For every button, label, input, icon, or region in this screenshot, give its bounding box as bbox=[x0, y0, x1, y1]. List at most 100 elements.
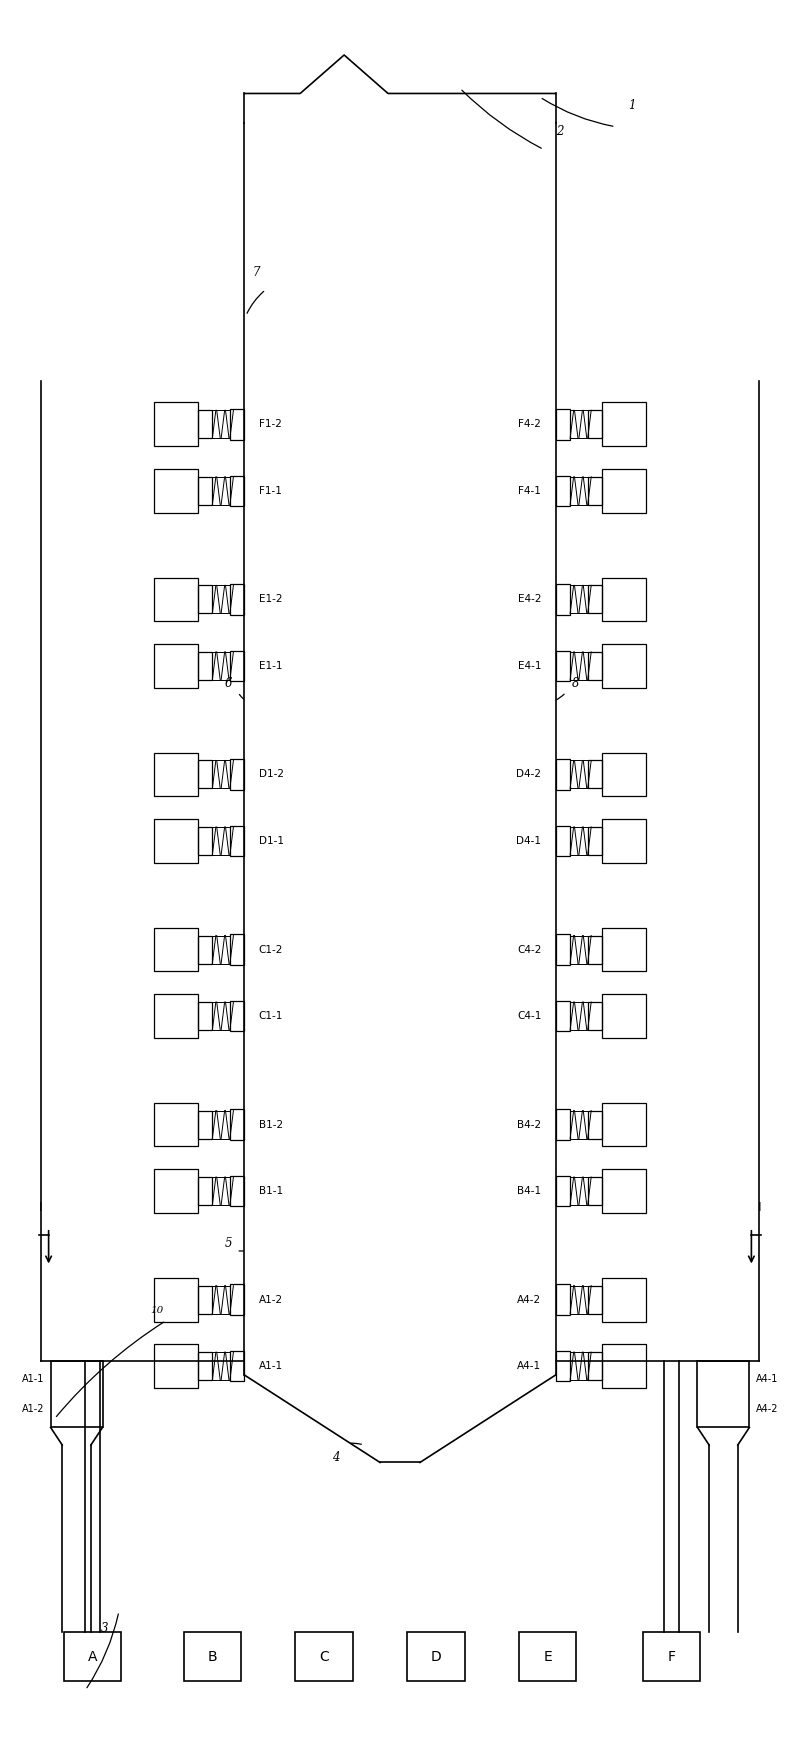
Bar bbox=[556, 650, 570, 682]
Text: 7: 7 bbox=[253, 266, 260, 279]
Text: D: D bbox=[430, 1650, 442, 1664]
Bar bbox=[556, 1351, 570, 1382]
Bar bbox=[588, 1286, 602, 1314]
Bar bbox=[588, 410, 602, 438]
Text: 2: 2 bbox=[556, 126, 563, 138]
Text: A4-1: A4-1 bbox=[518, 1361, 542, 1372]
Bar bbox=[295, 1633, 353, 1682]
Bar bbox=[230, 408, 244, 440]
Bar bbox=[198, 652, 212, 680]
Bar bbox=[602, 927, 646, 971]
Bar bbox=[588, 827, 602, 855]
Bar bbox=[154, 1277, 198, 1321]
Bar bbox=[588, 477, 602, 505]
Bar bbox=[154, 753, 198, 797]
Bar bbox=[519, 1633, 577, 1682]
Text: D1-1: D1-1 bbox=[258, 836, 284, 846]
Bar bbox=[154, 820, 198, 864]
Bar bbox=[154, 1102, 198, 1146]
Bar bbox=[198, 585, 212, 613]
Bar bbox=[154, 993, 198, 1037]
Text: E1-2: E1-2 bbox=[258, 594, 282, 604]
Text: F4-1: F4-1 bbox=[518, 485, 542, 496]
Bar bbox=[230, 1109, 244, 1141]
Bar bbox=[154, 403, 198, 447]
Bar bbox=[602, 403, 646, 447]
Bar bbox=[588, 652, 602, 680]
Text: E4-2: E4-2 bbox=[518, 594, 542, 604]
Bar bbox=[588, 1002, 602, 1030]
Bar bbox=[198, 410, 212, 438]
Text: B: B bbox=[207, 1650, 217, 1664]
Bar bbox=[198, 1353, 212, 1381]
Text: B4-2: B4-2 bbox=[518, 1120, 542, 1130]
Bar bbox=[154, 927, 198, 971]
Bar bbox=[602, 1344, 646, 1388]
Text: B4-1: B4-1 bbox=[518, 1186, 542, 1197]
Text: I: I bbox=[39, 1200, 42, 1214]
Bar bbox=[154, 1344, 198, 1388]
Text: A1-1: A1-1 bbox=[22, 1374, 44, 1384]
Text: 3: 3 bbox=[101, 1622, 108, 1635]
Text: 10: 10 bbox=[150, 1305, 163, 1314]
Bar bbox=[602, 578, 646, 622]
Text: C: C bbox=[319, 1650, 329, 1664]
Bar bbox=[198, 1177, 212, 1205]
Text: 5: 5 bbox=[225, 1237, 232, 1251]
Bar bbox=[230, 1284, 244, 1316]
Text: A4-1: A4-1 bbox=[756, 1374, 778, 1384]
Bar bbox=[556, 1176, 570, 1207]
Bar bbox=[154, 1169, 198, 1212]
Bar bbox=[588, 1177, 602, 1205]
Bar bbox=[50, 1361, 102, 1428]
Text: C1-1: C1-1 bbox=[258, 1011, 283, 1021]
Bar bbox=[602, 1169, 646, 1212]
Bar bbox=[602, 993, 646, 1037]
Bar bbox=[230, 1351, 244, 1382]
Text: E1-1: E1-1 bbox=[258, 661, 282, 671]
Bar bbox=[230, 759, 244, 790]
Text: 4: 4 bbox=[332, 1451, 340, 1463]
Bar bbox=[602, 820, 646, 864]
Bar bbox=[64, 1633, 122, 1682]
Bar bbox=[588, 585, 602, 613]
Bar bbox=[198, 760, 212, 788]
Bar bbox=[198, 827, 212, 855]
Bar bbox=[556, 1000, 570, 1032]
Text: C1-2: C1-2 bbox=[258, 944, 283, 955]
Bar bbox=[198, 477, 212, 505]
Text: A1-2: A1-2 bbox=[22, 1405, 44, 1414]
Text: F1-1: F1-1 bbox=[258, 485, 282, 496]
Text: B1-2: B1-2 bbox=[258, 1120, 282, 1130]
Bar bbox=[230, 934, 244, 965]
Text: A4-2: A4-2 bbox=[518, 1295, 542, 1305]
Text: 1: 1 bbox=[628, 100, 635, 112]
Bar bbox=[230, 583, 244, 615]
Bar bbox=[602, 470, 646, 513]
Bar bbox=[556, 1284, 570, 1316]
Text: E4-1: E4-1 bbox=[518, 661, 542, 671]
Bar bbox=[556, 583, 570, 615]
Text: F: F bbox=[667, 1650, 675, 1664]
Text: 8: 8 bbox=[572, 676, 579, 690]
Bar bbox=[198, 1286, 212, 1314]
Text: F1-2: F1-2 bbox=[258, 419, 282, 429]
Text: I: I bbox=[758, 1200, 761, 1214]
Text: C4-1: C4-1 bbox=[517, 1011, 542, 1021]
Bar bbox=[642, 1633, 700, 1682]
Text: A: A bbox=[88, 1650, 98, 1664]
Text: D4-2: D4-2 bbox=[516, 769, 542, 780]
Text: A1-1: A1-1 bbox=[258, 1361, 282, 1372]
Bar bbox=[198, 936, 212, 964]
Bar bbox=[230, 650, 244, 682]
Bar bbox=[198, 1111, 212, 1139]
Bar bbox=[588, 1111, 602, 1139]
Text: F4-2: F4-2 bbox=[518, 419, 542, 429]
Bar bbox=[407, 1633, 465, 1682]
Text: D1-2: D1-2 bbox=[258, 769, 284, 780]
Text: A1-2: A1-2 bbox=[258, 1295, 282, 1305]
Text: B1-1: B1-1 bbox=[258, 1186, 282, 1197]
Bar bbox=[602, 1102, 646, 1146]
Bar bbox=[154, 645, 198, 689]
Bar bbox=[602, 753, 646, 797]
